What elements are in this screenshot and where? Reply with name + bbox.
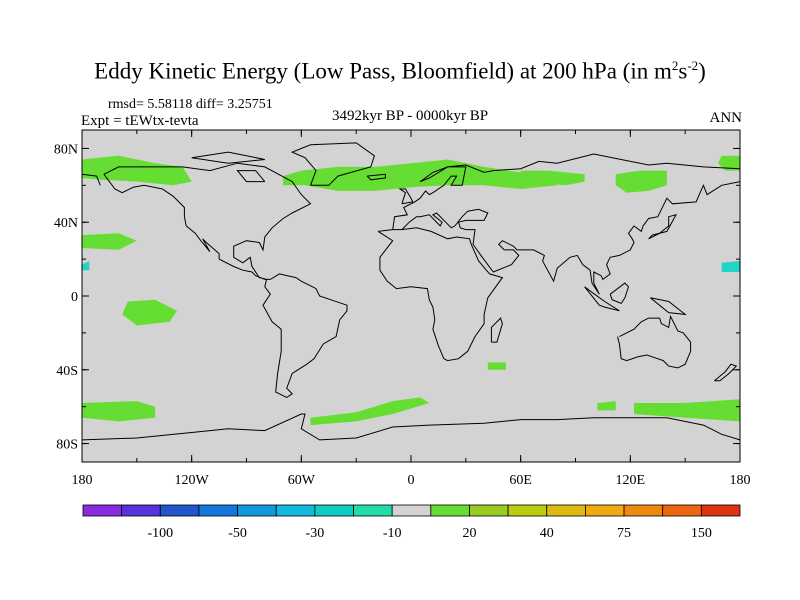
colorbar-swatch xyxy=(237,504,277,517)
coastline-14 xyxy=(490,317,503,343)
anomaly-subtropical-pacific-patch xyxy=(82,233,137,250)
colorbar-label: -30 xyxy=(306,526,325,541)
coastline-13 xyxy=(714,363,738,382)
lat-tick-label: 80S xyxy=(56,438,78,453)
anomaly-north-pacific-band xyxy=(82,155,192,186)
lat-tick-label: 40N xyxy=(54,216,78,231)
colorbar-swatch xyxy=(391,504,432,517)
coastline-17 xyxy=(191,151,265,164)
anomaly-southern-ocean-pacific xyxy=(634,399,740,422)
anomaly-southern-ocean-west xyxy=(82,401,156,422)
anomaly-tropical-pacific-patch xyxy=(122,299,177,326)
coastline-7 xyxy=(81,413,741,441)
colorbar-label: 75 xyxy=(617,526,631,541)
colorbar-label: -100 xyxy=(147,526,173,541)
colorbar-swatch xyxy=(546,504,586,517)
lon-tick-label: 180 xyxy=(730,473,751,488)
lat-tick-label: 40S xyxy=(56,364,78,379)
anomaly-siberia-band xyxy=(520,170,585,186)
lon-tick-label: 0 xyxy=(408,473,415,488)
coastline-16 xyxy=(236,170,266,183)
coastline-9 xyxy=(609,282,630,305)
experiment-label: Expt = tEWtx-tevta xyxy=(81,113,199,129)
coastline-6 xyxy=(617,314,692,369)
colorbar-swatch xyxy=(159,504,200,517)
coastline-2 xyxy=(377,227,504,362)
anomaly-east-pacific-cyan-patch xyxy=(721,261,740,272)
lon-tick-label: 120E xyxy=(616,473,646,488)
lon-tick-label: 180 xyxy=(72,473,93,488)
colorbar-label: 150 xyxy=(691,526,712,541)
chart-title: Eddy Kinetic Energy (Low Pass, Bloomfiel… xyxy=(0,58,800,85)
colorbar-label: -50 xyxy=(228,526,247,541)
coastline-1 xyxy=(290,142,375,186)
colorbar-label: -10 xyxy=(383,526,402,541)
colorbar-swatch xyxy=(585,504,625,517)
coastline-4 xyxy=(81,173,101,186)
colorbar-swatch xyxy=(198,504,238,517)
anomaly-east-siberia-patch xyxy=(718,155,740,171)
colorbar-swatch xyxy=(700,504,741,517)
colorbar-swatch xyxy=(82,504,123,517)
anomaly-south-indian-patch xyxy=(487,362,506,370)
colorbar-swatch xyxy=(469,504,509,517)
title-end: ) xyxy=(698,58,706,84)
coastline-10 xyxy=(650,297,687,316)
anomaly-southern-ocean-east xyxy=(597,401,616,411)
lat-tick-label: 80N xyxy=(54,142,78,157)
stats-label: rmsd= 5.58118 diff= 3.25751 xyxy=(108,97,273,112)
colorbar-label: 40 xyxy=(540,526,554,541)
season-label: ANN xyxy=(709,110,743,126)
colorbar-swatch xyxy=(623,504,664,517)
lon-tick-label: 120W xyxy=(175,473,210,488)
coastline-8 xyxy=(584,286,620,312)
lon-tick-label: 60W xyxy=(288,473,316,488)
colorbar-swatch xyxy=(275,504,316,517)
anomaly-north-atlantic-band xyxy=(283,159,558,191)
title-mid: s xyxy=(678,58,688,84)
anomaly-southern-ocean-atlantic xyxy=(310,397,430,426)
period-label: 3492kyr BP - 0000kyr BP xyxy=(331,108,489,124)
colorbar-swatch xyxy=(314,504,354,517)
coastline-11 xyxy=(648,214,677,240)
anomaly-north-pacific-east-band xyxy=(615,170,667,193)
coastline-12 xyxy=(398,188,414,205)
coastline-5 xyxy=(401,181,741,295)
coastline-15 xyxy=(366,173,386,181)
colorbar-swatch xyxy=(353,504,393,517)
title-sup-1: 2 xyxy=(671,58,679,73)
colorbar-label: 20 xyxy=(462,526,476,541)
coastline-3 xyxy=(392,153,741,230)
lon-tick-label: 60E xyxy=(509,473,532,488)
colorbar-swatch xyxy=(507,504,548,517)
colorbar-swatch xyxy=(121,504,161,517)
anomaly-hawaii-cyan-patch xyxy=(82,261,90,271)
coastline-0 xyxy=(103,162,348,398)
colorbar-swatch xyxy=(662,504,702,517)
lat-tick-label: 0 xyxy=(71,290,78,305)
colorbar-swatch xyxy=(430,504,470,517)
title-sup-2: -2 xyxy=(687,58,699,73)
title-main: Eddy Kinetic Energy (Low Pass, Bloomfiel… xyxy=(94,58,672,84)
